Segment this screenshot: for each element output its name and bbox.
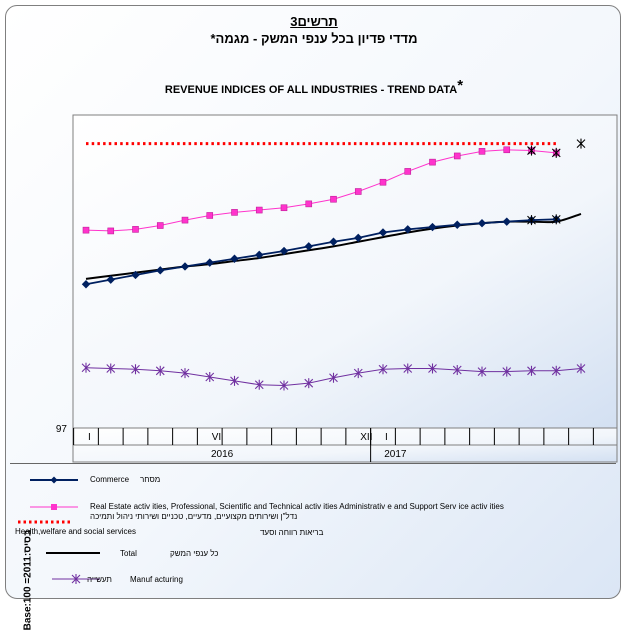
data-point-commerce <box>131 270 140 280</box>
series-line-commerce <box>85 218 557 286</box>
legend-commerce-marker <box>50 476 58 484</box>
legend-manufacturing-en: Manuf acturing <box>130 575 183 584</box>
legend-manufacturing-marker <box>71 574 81 584</box>
data-point-manuf <box>551 365 561 376</box>
data-point-real <box>354 188 362 195</box>
data-point-real <box>280 204 288 212</box>
x-tick-label: I <box>88 432 91 443</box>
overlap-mark <box>551 147 561 158</box>
legend-health-heb: בריאות רווחה וסעד <box>260 528 324 537</box>
data-point-real <box>453 152 461 160</box>
y-tick-label: 97 <box>56 424 68 435</box>
x-year-label: 2016 <box>211 449 234 460</box>
data-point-real <box>156 222 164 229</box>
data-point-manuf <box>403 363 413 374</box>
data-point-commerce <box>378 228 388 237</box>
x-tick-label: I <box>385 432 388 443</box>
data-point-commerce <box>453 220 462 229</box>
data-point-real <box>231 209 238 216</box>
data-point-commerce <box>81 280 91 289</box>
chart-title-english: REVENUE INDICES OF ALL INDUSTRIES - TREN… <box>0 77 628 97</box>
data-point-real <box>107 227 115 235</box>
data-point-manuf <box>81 362 91 373</box>
data-point-real <box>429 158 436 166</box>
data-point-commerce <box>279 246 289 256</box>
chart-title-star: * <box>457 77 464 94</box>
legend-total-en: Total <box>120 549 137 558</box>
data-point-manuf <box>230 375 239 386</box>
legend-manufacturing-heb: תעשייה <box>87 575 112 584</box>
overlap-mark <box>527 215 536 226</box>
data-point-manuf <box>131 364 140 375</box>
data-point-real <box>132 226 139 233</box>
legend-commerce-heb: מסחר <box>140 475 161 484</box>
data-point-manuf <box>477 366 487 377</box>
data-point-manuf <box>106 363 116 374</box>
data-point-manuf <box>378 364 388 375</box>
data-point-manuf <box>205 371 215 382</box>
data-point-real <box>181 216 189 224</box>
x-tick-label: VI <box>212 432 221 443</box>
legend-realestate-marker <box>51 504 57 510</box>
chart-title-hebrew: מדדי פדיון בכל ענפי המשק - מגמה* <box>210 31 418 46</box>
data-point-real <box>305 200 313 208</box>
chart-number: תרשים3 <box>290 14 338 29</box>
data-point-commerce <box>156 266 165 275</box>
data-point-commerce <box>180 262 190 271</box>
data-point-real <box>82 226 90 234</box>
data-point-commerce <box>106 275 115 284</box>
data-point-real <box>255 206 263 214</box>
data-point-real <box>379 178 387 186</box>
data-point-manuf <box>576 363 586 374</box>
line-chart: I VI XII I 2016 2017 97 <box>56 114 618 463</box>
data-point-manuf <box>304 378 314 389</box>
data-point-manuf <box>353 368 363 379</box>
data-point-manuf <box>279 380 289 391</box>
data-point-real <box>478 148 486 155</box>
x-year-label: 2017 <box>384 449 407 460</box>
legend-health-en: Health,welfare and social services <box>15 527 136 536</box>
data-point-real <box>330 195 337 203</box>
data-point-manuf <box>452 365 462 376</box>
data-point-real <box>503 146 511 154</box>
overlap-mark <box>576 138 586 149</box>
chart-title-english-text: REVENUE INDICES OF ALL INDUSTRIES - TREN… <box>164 84 458 96</box>
legend-total-heb: כל ענפי המשק <box>170 549 219 558</box>
x-tick-label: XII <box>360 432 372 443</box>
data-point-commerce <box>477 218 487 228</box>
data-point-commerce <box>354 233 363 243</box>
data-point-commerce <box>255 250 264 260</box>
legend-realestate-en: Real Estate activ ities, Professional, S… <box>90 502 504 511</box>
legend-realestate-heb: נדל"ן ושירותים מקצועיים, מדעיים, טכניים … <box>90 512 298 521</box>
data-point-commerce <box>304 242 313 251</box>
legend-commerce-en: Commerce <box>90 475 130 484</box>
data-point-commerce <box>502 217 511 226</box>
data-point-manuf <box>155 365 165 376</box>
data-point-real <box>404 168 412 175</box>
data-point-commerce <box>329 237 338 246</box>
data-point-manuf <box>527 365 536 376</box>
series-line-real <box>85 149 557 232</box>
data-point-manuf <box>180 368 190 379</box>
data-point-commerce <box>403 225 412 234</box>
data-point-commerce <box>428 222 437 232</box>
data-point-commerce <box>205 258 214 267</box>
overlap-mark <box>551 214 561 225</box>
data-point-manuf <box>502 366 512 377</box>
data-point-real <box>206 212 214 219</box>
legend: Commerce מסחר Real Estate activ ities, P… <box>10 463 616 600</box>
data-point-commerce <box>230 254 239 263</box>
overlap-mark <box>527 145 536 156</box>
data-point-manuf <box>254 379 264 390</box>
data-point-manuf <box>329 372 338 383</box>
data-point-manuf <box>428 363 437 374</box>
